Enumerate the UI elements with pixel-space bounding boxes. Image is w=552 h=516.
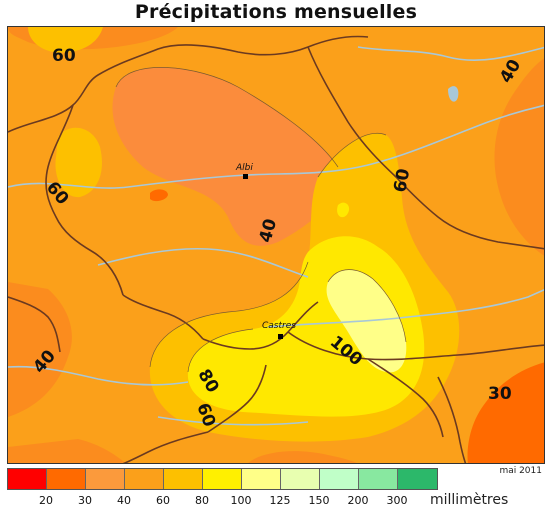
zone-60-80-northwest	[28, 27, 103, 53]
zone-20-30-southeast	[467, 362, 544, 463]
legend-swatch	[242, 469, 281, 489]
legend-swatch	[359, 469, 398, 489]
zone-80-100-spot	[337, 202, 350, 218]
unit-label: millimètres	[430, 492, 509, 508]
date-label: mai 2011	[499, 466, 542, 476]
legend-tick-label: 80	[195, 494, 209, 507]
zone-30-40-north	[112, 67, 341, 246]
legend-tick-label: 200	[347, 494, 369, 507]
legend-swatch	[320, 469, 359, 489]
legend-swatch	[203, 469, 242, 489]
legend-tick-label: 300	[386, 494, 408, 507]
department-borders	[8, 35, 544, 463]
legend-swatch	[8, 469, 47, 489]
city-marker	[243, 174, 248, 179]
contour-label-60-northwest: 60	[52, 46, 76, 66]
zone-60-80-west	[55, 127, 102, 198]
legend-tick-label: 150	[308, 494, 330, 507]
legend-tick-label: 60	[156, 494, 170, 507]
legend-tick-label: 20	[39, 494, 53, 507]
contour-label-30-southeast: 30	[488, 384, 512, 404]
legend-tick-label: 40	[117, 494, 131, 507]
legend-tick-label: 100	[230, 494, 252, 507]
city-albi[interactable]: Albi	[235, 163, 253, 179]
legend-tick-label: 125	[269, 494, 291, 507]
zone-30-40-west	[8, 282, 72, 417]
rivers	[8, 46, 544, 426]
legend-swatch	[398, 469, 437, 489]
legend-swatch	[164, 469, 203, 489]
legend-swatch	[281, 469, 320, 489]
legend-swatch	[125, 469, 164, 489]
legend-ticks: 20 30 40 60 80 100 125 150 200 300	[0, 494, 552, 508]
legend-tick-label: 30	[78, 494, 92, 507]
zone-20-30-spot	[150, 189, 168, 202]
legend-swatch	[47, 469, 86, 489]
contour-label-60-center: 60	[390, 167, 414, 194]
zone-30-40-south	[248, 451, 357, 463]
map-title: Précipitations mensuelles	[134, 1, 418, 23]
city-castres[interactable]: Castres	[262, 321, 296, 339]
lake	[448, 86, 459, 102]
precipitation-map[interactable]: 60 40 60 60 40 40 100 80 60 30 Albi Cast…	[7, 26, 545, 464]
city-marker	[278, 334, 283, 339]
city-label-albi: Albi	[235, 163, 253, 173]
zone-30-40-southwest	[8, 439, 126, 463]
legend-swatch	[86, 469, 125, 489]
contour-lines	[115, 67, 407, 373]
city-label-castres: Castres	[262, 321, 296, 331]
color-legend	[7, 468, 438, 490]
